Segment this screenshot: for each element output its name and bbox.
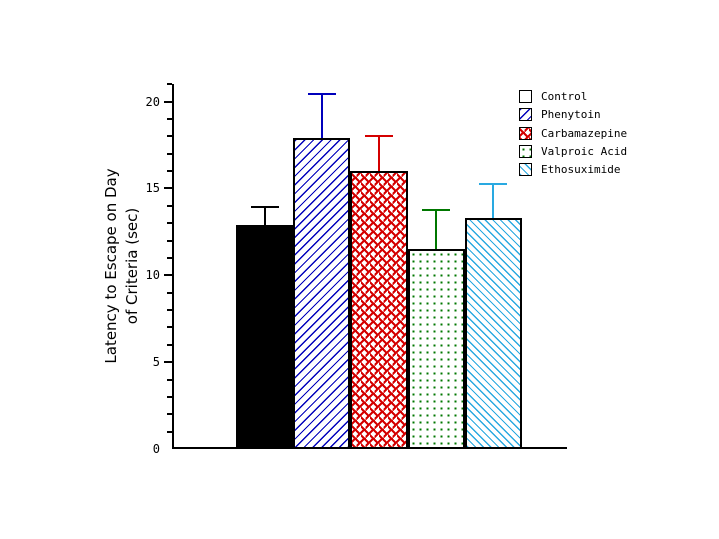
legend-label-ethosuximide: Ethosuximide [541,163,621,177]
legend-swatch-carbamazepine-icon [519,126,532,140]
y-minor-tick [167,395,172,398]
y-axis [172,84,174,449]
bar-carbamazepine [350,171,408,449]
error-bar-carbamazepine [378,134,380,172]
y-major-tick [164,187,172,190]
y-minor-tick [167,413,172,416]
y-major-tick [164,274,172,277]
y-tick-label: 15 [145,181,160,196]
y-tick-label: 5 [152,355,160,370]
bar-valproic-acid [407,249,465,449]
bar-ethosuximide [464,217,522,449]
y-minor-tick [167,152,172,155]
y-minor-tick [167,83,172,86]
bar-phenytoin [293,138,351,449]
legend-label-carbamazepine: Carbamazepine [541,126,628,140]
bar-control [236,224,294,449]
y-minor-tick [167,378,172,381]
error-cap-phenytoin [307,92,336,95]
y-minor-tick [167,135,172,138]
y-minor-tick [167,117,172,120]
y-minor-tick [167,343,172,346]
error-bar-ethosuximide [492,183,495,218]
legend-swatch-control-icon [519,90,532,103]
y-tick-label: 10 [145,268,160,283]
y-axis-title-line2: of Criteria (sec) [123,207,141,325]
legend-label-valproic-acid: Valproic Acid [541,144,628,158]
legend-swatch-ethosuximide-icon [519,163,532,177]
y-minor-tick [167,309,172,312]
legend-swatch-phenytoin-icon [519,108,532,122]
y-minor-tick [167,204,172,207]
error-cap-carbamazepine [365,134,393,137]
y-minor-tick [167,222,172,225]
y-tick-label: 0 [152,442,160,456]
y-minor-tick [167,430,172,433]
error-cap-ethosuximide [479,183,508,186]
legend-swatch-valproic-acid-icon [519,144,532,158]
y-minor-tick [167,170,172,173]
y-axis-title-line1: Latency to Escape on Day [102,168,120,364]
error-bar-phenytoin [320,92,323,139]
y-minor-tick [167,291,172,294]
y-axis-title: Latency to Escape on Day of Criteria (se… [101,168,143,363]
error-cap-control [250,205,279,208]
error-bar-control [263,205,266,225]
error-bar-valproic-acid [435,209,438,250]
legend-label-phenytoin: Phenytoin [541,108,601,122]
y-minor-tick [167,239,172,242]
y-major-tick [164,100,172,103]
error-cap-valproic-acid [422,209,451,212]
y-minor-tick [167,326,172,329]
y-tick-label: 20 [145,94,160,109]
y-minor-tick [167,256,172,259]
legend-label-control: Control [541,90,588,103]
y-major-tick [164,361,172,364]
